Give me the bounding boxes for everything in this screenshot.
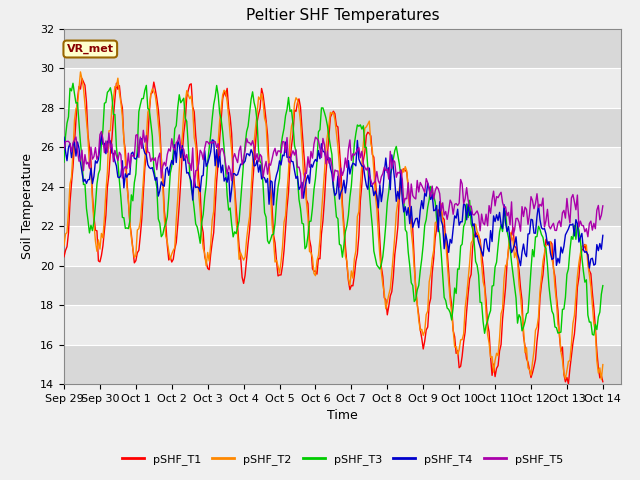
pSHF_T5 (584, 234, 592, 240)
pSHF_T4 (162, 167, 170, 172)
pSHF_T5 (534, 204, 542, 210)
pSHF_T3 (162, 221, 170, 227)
pSHF_T2 (534, 314, 542, 320)
pSHF_T1 (162, 221, 170, 227)
pSHF_T1 (75, 84, 83, 89)
Bar (64, 29, 621, 68)
pSHF_T5 (140, 127, 147, 133)
pSHF_T2 (399, 167, 406, 172)
pSHF_T1 (399, 167, 406, 173)
Bar (64, 345, 621, 384)
pSHF_T1 (564, 381, 572, 387)
pSHF_T4 (60, 134, 68, 140)
Bar (64, 305, 621, 345)
pSHF_T5 (599, 203, 607, 209)
Bar (64, 147, 621, 187)
pSHF_T3 (69, 80, 77, 86)
pSHF_T3 (60, 159, 68, 165)
pSHF_T3 (590, 332, 598, 338)
Bar (64, 108, 621, 147)
pSHF_T5 (162, 163, 170, 169)
pSHF_T1 (60, 254, 68, 260)
X-axis label: Time: Time (327, 409, 358, 422)
Line: pSHF_T2: pSHF_T2 (64, 72, 603, 380)
pSHF_T4 (399, 197, 406, 203)
pSHF_T4 (586, 265, 593, 271)
Line: pSHF_T1: pSHF_T1 (64, 78, 603, 384)
pSHF_T3 (369, 224, 376, 229)
pSHF_T1 (599, 379, 607, 384)
pSHF_T3 (387, 171, 394, 177)
pSHF_T4 (599, 232, 607, 238)
pSHF_T5 (387, 148, 394, 154)
pSHF_T2 (77, 69, 84, 75)
pSHF_T5 (75, 158, 83, 164)
pSHF_T2 (162, 233, 170, 239)
pSHF_T2 (387, 286, 394, 291)
pSHF_T4 (369, 182, 376, 188)
Bar (64, 68, 621, 108)
pSHF_T5 (60, 146, 68, 152)
Y-axis label: Soil Temperature: Soil Temperature (22, 154, 35, 259)
Line: pSHF_T5: pSHF_T5 (64, 130, 603, 237)
pSHF_T2 (60, 243, 68, 249)
Legend: pSHF_T1, pSHF_T2, pSHF_T3, pSHF_T4, pSHF_T5: pSHF_T1, pSHF_T2, pSHF_T3, pSHF_T4, pSHF… (117, 450, 568, 470)
Bar (64, 265, 621, 305)
Bar (64, 187, 621, 226)
pSHF_T1 (369, 152, 376, 157)
pSHF_T4 (387, 187, 394, 192)
pSHF_T1 (78, 75, 86, 81)
Line: pSHF_T3: pSHF_T3 (64, 83, 603, 335)
Text: VR_met: VR_met (67, 44, 114, 54)
pSHF_T3 (77, 140, 84, 146)
pSHF_T1 (534, 325, 542, 331)
pSHF_T3 (599, 283, 607, 288)
pSHF_T4 (534, 202, 542, 208)
pSHF_T3 (534, 223, 542, 229)
Line: pSHF_T4: pSHF_T4 (64, 135, 603, 268)
pSHF_T2 (369, 147, 376, 153)
pSHF_T4 (97, 132, 105, 138)
pSHF_T1 (387, 293, 394, 299)
pSHF_T2 (599, 362, 607, 368)
pSHF_T3 (399, 191, 406, 196)
Title: Peltier SHF Temperatures: Peltier SHF Temperatures (246, 9, 439, 24)
pSHF_T2 (75, 86, 83, 92)
pSHF_T5 (369, 182, 376, 188)
pSHF_T4 (75, 145, 83, 151)
pSHF_T2 (598, 377, 605, 383)
Bar (64, 226, 621, 265)
pSHF_T5 (399, 176, 406, 182)
